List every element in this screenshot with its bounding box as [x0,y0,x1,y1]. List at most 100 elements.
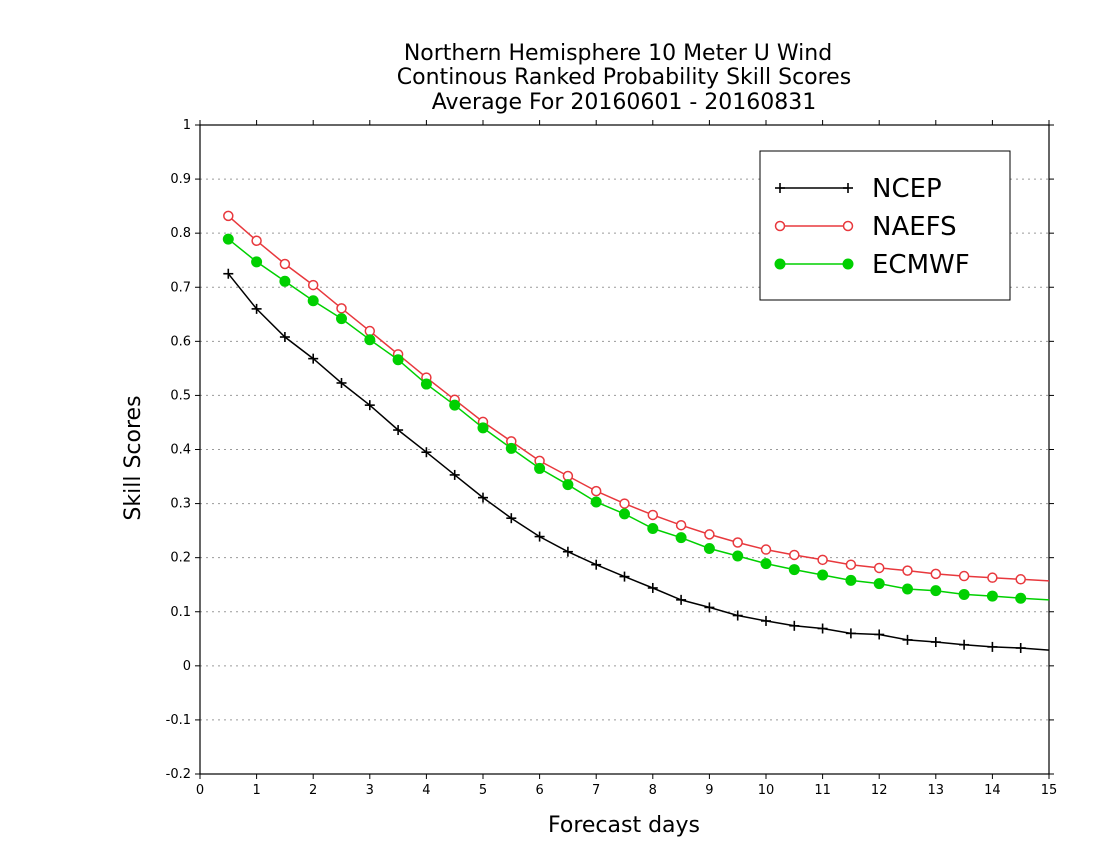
title-line-2: Continous Ranked Probability Skill Score… [397,65,851,90]
y-tick-label: 0.2 [170,551,191,566]
data-point-ncep [647,582,658,593]
data-point-ecmwf [364,334,376,346]
series-ecmwf [222,233,1050,604]
data-point-naefs [675,519,687,531]
legend-marker-ecmwf [842,258,854,270]
data-point-ncep [562,546,573,557]
data-point-ecmwf [958,588,970,600]
data-point-ncep [817,623,828,634]
data-point-ecmwf [534,462,546,474]
data-point-ncep [732,610,743,621]
data-point-ecmwf [930,585,942,597]
y-axis-label: Skill Scores [121,395,146,520]
legend-marker-ecmwf [774,258,786,270]
data-point-naefs [307,279,319,291]
data-point-naefs [817,554,828,566]
x-axis: 0 1 2 3 4 5 6 7 8 9 10 11 12 13 14 15 [196,120,1057,798]
x-tick-label: 5 [479,783,487,798]
data-point-naefs [760,544,772,555]
chart-title: Northern Hemisphere 10 Meter U Wind Cont… [397,41,851,115]
data-point-ncep [393,425,404,436]
series-ncep [223,268,1050,653]
data-point-naefs [789,549,800,561]
data-point-ncep [308,353,319,364]
y-axis: -0.2 -0.1 0 0.1 0.2 0.3 0.4 0.5 0.6 0.7 0.8 0.9 1 [166,118,1054,782]
data-point-naefs [1015,574,1026,585]
data-point-ncep [223,268,234,279]
data-point-ecmwf [449,399,461,411]
data-point-ecmwf [703,542,715,554]
y-tick-label: 0.5 [170,388,191,403]
legend-item-naefs: NAEFS [774,212,957,242]
x-axis-label: Forecast days [548,813,700,838]
data-point-ecmwf [873,578,885,590]
y-tick-label: -0.1 [166,713,191,728]
data-point-ncep [789,620,800,631]
x-tick-label: 13 [928,783,945,798]
data-point-naefs [902,565,913,576]
y-tick-label: 0.4 [170,443,191,458]
legend-item-ecmwf: ECMWF [774,250,970,280]
x-tick-label: 12 [871,783,888,798]
legend-label-naefs: NAEFS [872,212,957,242]
data-point-ncep [987,641,998,652]
data-point-ncep [874,629,885,640]
x-tick-label: 10 [758,783,775,798]
x-tick-label: 7 [592,783,600,798]
data-point-naefs [987,572,998,583]
data-point-ecmwf [732,550,744,562]
data-point-naefs [958,570,970,582]
data-point-ncep [364,400,375,411]
y-tick-label: -0.2 [166,767,191,782]
data-point-ncep [930,637,941,648]
series-line-ncep [227,273,1050,651]
y-tick-label: 0 [183,659,191,674]
series-group [222,210,1050,653]
data-point-naefs [562,470,574,482]
data-point-ncep [478,492,488,503]
x-tick-label: 1 [252,783,260,798]
x-tick-label: 8 [649,783,657,798]
data-point-ecmwf [647,522,659,534]
data-point-ecmwf [279,275,291,287]
title-line-3: Average For 20160601 - 20160831 [432,90,817,115]
data-point-ncep [506,513,517,524]
data-point-ecmwf [307,295,319,307]
y-tick-label: 0.6 [170,334,191,349]
data-point-naefs [223,210,234,222]
legend-label-ncep: NCEP [872,174,942,204]
data-point-ecmwf [392,354,404,366]
data-point-ecmwf [986,590,998,602]
data-point-naefs [845,559,857,570]
data-point-ecmwf [251,256,263,268]
y-tick-label: 0.9 [170,172,191,187]
y-tick-label: 0.8 [170,226,191,241]
data-point-ecmwf [477,422,489,434]
legend-marker-naefs [774,220,786,232]
data-point-naefs [619,498,630,509]
data-point-naefs [364,325,376,337]
data-point-naefs [704,529,715,540]
series-naefs [223,210,1050,585]
data-point-ncep [761,615,771,626]
data-point-ecmwf [817,569,829,581]
data-point-ncep [449,469,460,480]
x-tick-label: 15 [1041,783,1058,798]
data-point-ncep [902,634,913,645]
data-point-naefs [873,562,885,574]
data-point-ecmwf [619,508,630,520]
data-point-ecmwf [902,583,913,595]
x-tick-label: 2 [309,783,317,798]
x-tick-label: 6 [535,783,543,798]
legend-item-ncep: NCEP [775,174,942,204]
data-point-ncep [676,594,687,605]
data-point-ncep [279,332,290,343]
data-point-ncep [591,559,602,570]
data-point-ecmwf [562,479,574,491]
data-point-ncep [336,377,347,388]
data-point-ncep [619,571,630,582]
data-point-naefs [590,485,602,497]
data-point-naefs [279,258,291,270]
data-point-ecmwf [505,442,517,454]
data-point-ncep [1015,642,1026,653]
